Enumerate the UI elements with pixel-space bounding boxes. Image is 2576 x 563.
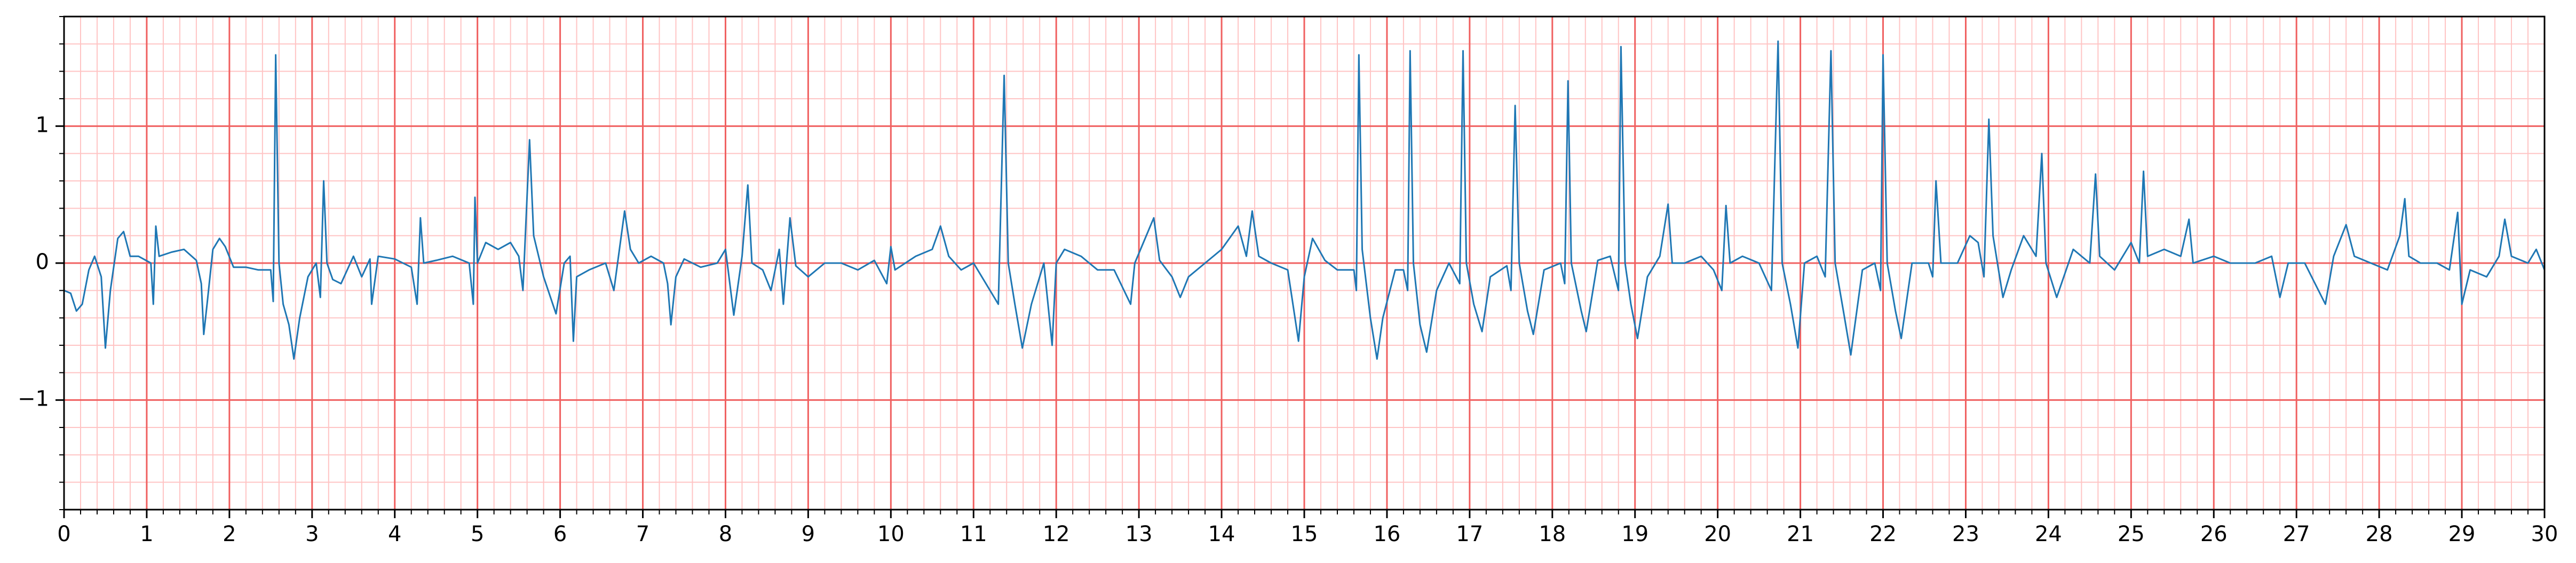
- x-tick-label: 13: [1125, 522, 1153, 546]
- x-tick-label: 28: [2366, 522, 2393, 546]
- x-tick-label: 29: [2448, 522, 2476, 546]
- x-tick-label: 0: [57, 522, 70, 546]
- x-tick-label: 12: [1043, 522, 1070, 546]
- x-tick-label: 6: [553, 522, 567, 546]
- x-tick-label: 3: [305, 522, 319, 546]
- x-tick-label: 20: [1704, 522, 1731, 546]
- y-tick-label: 0: [36, 250, 49, 274]
- x-tick-label: 19: [1621, 522, 1648, 546]
- x-tick-label: 7: [636, 522, 649, 546]
- plot-frame: [63, 15, 2546, 511]
- x-tick-label: 30: [2531, 522, 2558, 546]
- x-tick-label: 16: [1373, 522, 1400, 546]
- x-tick-label: 18: [1539, 522, 1566, 546]
- x-tick-label: 2: [223, 522, 236, 546]
- x-tick-label: 23: [1952, 522, 1979, 546]
- x-tick-label: 26: [2200, 522, 2228, 546]
- ecg-line: [64, 40, 2546, 360]
- x-tick-label: 27: [2283, 522, 2310, 546]
- x-tick-label: 1: [140, 522, 153, 546]
- x-tick-label: 25: [2118, 522, 2145, 546]
- x-tick-label: 15: [1291, 522, 1318, 546]
- y-tick-label: −1: [18, 387, 49, 411]
- x-tick-label: 8: [719, 522, 732, 546]
- x-tick-label: 4: [388, 522, 401, 546]
- x-tick-label: 17: [1456, 522, 1483, 546]
- x-tick-label: 9: [802, 522, 815, 546]
- x-tick-label: 21: [1787, 522, 1814, 546]
- x-tick-label: 14: [1208, 522, 1235, 546]
- x-tick-label: 22: [1869, 522, 1897, 546]
- x-tick-label: 10: [877, 522, 905, 546]
- x-tick-label: 11: [960, 522, 987, 546]
- x-tick-label: 5: [471, 522, 484, 546]
- y-tick-label: 1: [36, 113, 49, 137]
- x-tick-label: 24: [2035, 522, 2062, 546]
